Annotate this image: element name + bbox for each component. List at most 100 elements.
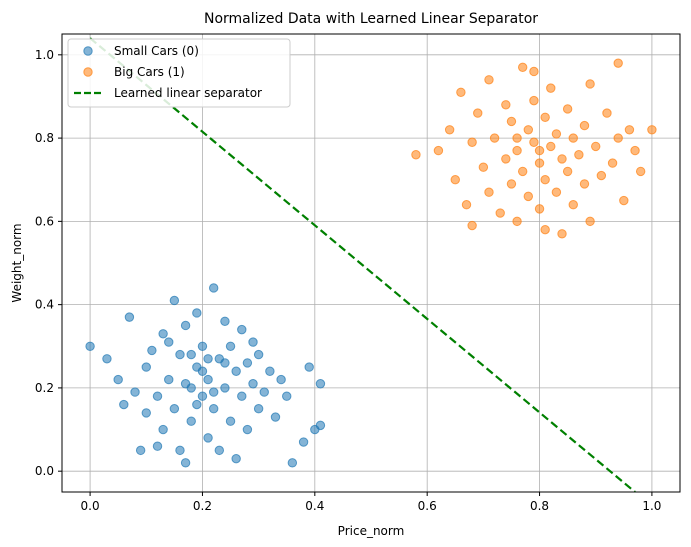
point-0-39	[242, 358, 253, 368]
point-0-47	[276, 374, 286, 385]
chart-title: Normalized Data with Learned Linear Sepa…	[204, 11, 538, 27]
point-1-53	[635, 166, 646, 177]
point-1-18	[512, 145, 522, 156]
point-0-8	[152, 391, 163, 401]
x-tick-label: 1.0	[642, 499, 661, 513]
point-1-25	[529, 95, 539, 106]
point-0-3	[124, 312, 135, 322]
point-1-30	[546, 141, 556, 152]
point-1-13	[495, 208, 505, 218]
point-1-24	[529, 137, 539, 147]
point-1-36	[562, 104, 573, 114]
point-0-51	[304, 362, 314, 372]
point-0-43	[253, 349, 264, 360]
point-0-11	[164, 374, 174, 385]
point-1-39	[568, 200, 578, 210]
point-1-12	[489, 133, 500, 143]
y-tick-label: 0.4	[35, 298, 54, 312]
point-0-13	[169, 404, 180, 414]
point-0-1	[102, 354, 112, 364]
point-1-5	[461, 200, 472, 210]
x-tick-label: 0.6	[418, 499, 437, 513]
point-0-12	[169, 295, 180, 306]
x-tick-label: 0.4	[305, 499, 324, 513]
point-0-0	[85, 341, 95, 351]
point-0-4	[130, 387, 140, 397]
point-1-57	[540, 224, 550, 235]
point-1-41	[579, 120, 590, 131]
x-tick-label: 0.2	[193, 499, 212, 513]
separator-line	[89, 37, 636, 492]
point-1-15	[501, 154, 511, 164]
legend-box	[67, 38, 291, 108]
x-axis-label: Price_norm	[338, 524, 405, 538]
point-0-65	[203, 354, 213, 364]
y-tick-label: 0.2	[35, 381, 54, 395]
point-0-41	[248, 337, 258, 347]
point-1-23	[523, 191, 534, 202]
legend-marker-0	[83, 46, 93, 56]
point-1-37	[562, 166, 573, 177]
point-1-11	[484, 187, 494, 197]
point-1-2	[444, 125, 455, 135]
point-1-50	[619, 195, 629, 206]
point-1-45	[591, 141, 601, 152]
point-0-46	[270, 412, 281, 422]
point-1-16	[506, 179, 517, 189]
point-1-54	[647, 125, 657, 135]
point-1-17	[506, 116, 517, 127]
plot-area	[85, 37, 657, 492]
point-1-52	[630, 145, 640, 156]
x-axis: 0.0 0.2 0.4 0.6 0.8 1.0	[81, 492, 661, 513]
point-1-19	[512, 216, 522, 227]
point-1-34	[557, 229, 567, 239]
point-0-16	[180, 320, 191, 331]
point-1-58	[512, 133, 522, 143]
point-1-46	[596, 170, 607, 181]
point-0-30	[220, 316, 230, 326]
point-1-27	[534, 204, 545, 214]
point-1-8	[473, 108, 483, 118]
point-1-20	[517, 62, 528, 73]
point-1-32	[551, 187, 562, 197]
point-0-2	[113, 374, 123, 385]
point-0-19	[186, 416, 196, 426]
point-1-35	[557, 154, 567, 164]
point-0-22	[197, 391, 208, 401]
point-1-40	[574, 150, 584, 160]
point-0-17	[180, 458, 191, 468]
point-1-1	[433, 145, 444, 156]
point-1-33	[551, 129, 562, 139]
point-0-59	[186, 349, 196, 360]
point-0-20	[192, 308, 202, 318]
point-1-6	[467, 137, 477, 147]
point-0-33	[225, 341, 236, 351]
point-1-3	[450, 175, 460, 185]
point-1-4	[456, 87, 466, 97]
point-0-6	[141, 362, 151, 372]
point-1-31	[546, 83, 556, 93]
legend-label-1: Big Cars (1)	[114, 65, 185, 79]
point-0-26	[208, 283, 219, 293]
point-0-57	[119, 399, 129, 410]
plot-frame	[61, 33, 681, 493]
point-1-47	[602, 108, 612, 118]
series-0	[85, 283, 326, 468]
point-1-43	[585, 79, 595, 89]
point-0-15	[175, 445, 185, 456]
point-1-21	[517, 166, 528, 177]
point-1-26	[534, 158, 545, 168]
point-1-56	[529, 66, 539, 77]
point-0-64	[180, 379, 191, 389]
point-0-24	[203, 433, 213, 443]
point-0-29	[214, 445, 225, 456]
point-0-9	[158, 329, 168, 339]
point-1-49	[613, 133, 623, 143]
point-0-32	[225, 416, 236, 426]
point-0-14	[175, 349, 185, 360]
point-0-50	[298, 437, 309, 447]
y-axis-label: Weight_norm	[10, 223, 24, 302]
legend-marker-1	[83, 67, 93, 77]
point-0-38	[242, 424, 253, 435]
legend-label-0: Small Cars (0)	[114, 44, 199, 58]
